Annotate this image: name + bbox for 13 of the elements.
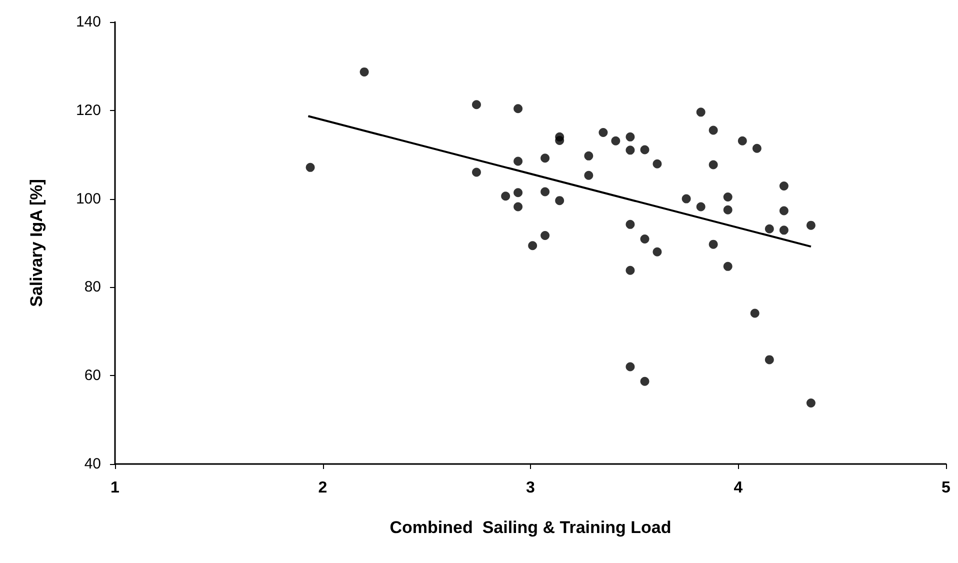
y-axis-title: Salivary IgA [%] <box>27 179 46 307</box>
x-tick-label: 1 <box>110 480 120 496</box>
x-tick-label: 5 <box>942 480 951 496</box>
y-tick-label: 40 <box>84 456 101 472</box>
x-axis-title: Combined Sailing & Training Load <box>390 518 672 537</box>
x-tick-label: 2 <box>318 480 328 496</box>
y-tick-label: 120 <box>76 102 101 119</box>
y-tick-label: 100 <box>76 190 101 208</box>
x-tick-label: 3 <box>526 480 536 496</box>
y-tick-label: 140 <box>76 14 101 30</box>
y-tick-label: 80 <box>84 278 101 296</box>
x-tick-label: 4 <box>734 480 743 496</box>
y-tick-label: 60 <box>84 367 101 384</box>
